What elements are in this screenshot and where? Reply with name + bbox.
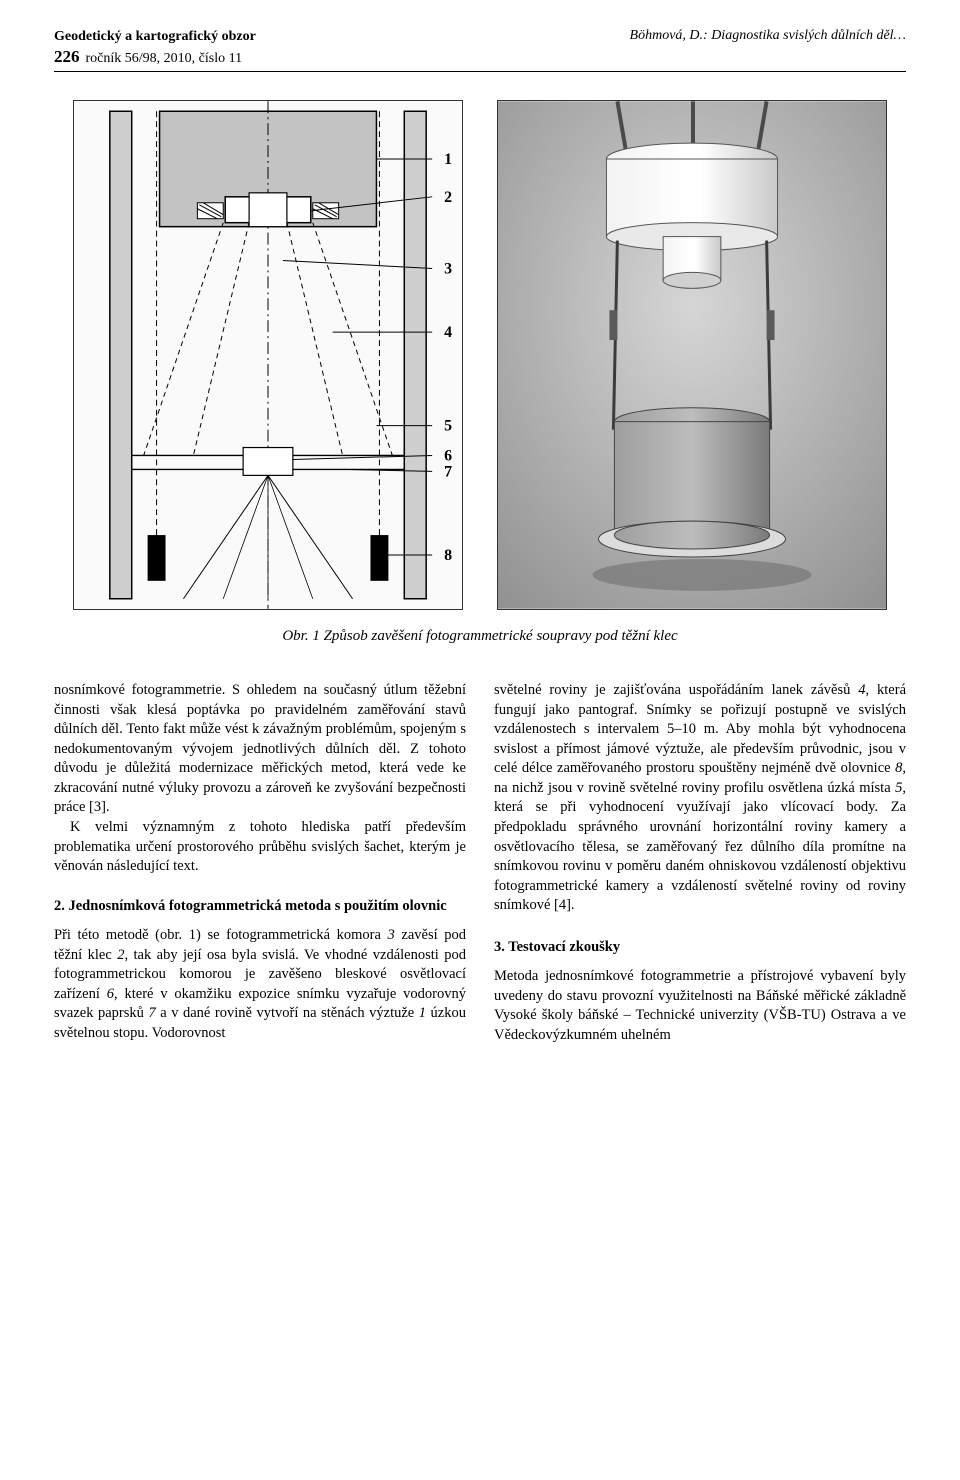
right-p1: světelné roviny je zajišťována uspořádán… xyxy=(494,681,906,916)
header-left: Geodetický a kartografický obzor 226 ročn… xyxy=(54,28,256,67)
inline-3: 3 xyxy=(388,927,395,943)
left-p1: nosnímkové fotogrammetrie. S ohledem na … xyxy=(54,681,466,818)
right-p1a: světelné roviny je zajišťována uspořádán… xyxy=(494,682,858,698)
issue-line: ročník 56/98, 2010, číslo 11 xyxy=(86,51,243,66)
inline-4: 4 xyxy=(858,682,865,698)
leader-4: 4 xyxy=(444,324,452,341)
leader-2: 2 xyxy=(444,189,452,206)
page-header: Geodetický a kartografický obzor 226 ročn… xyxy=(54,28,906,72)
leader-7: 7 xyxy=(444,463,452,480)
left-column: nosnímkové fotogrammetrie. S ohledem na … xyxy=(54,681,466,1046)
header-right: Böhmová, D.: Diagnostika svislých důlníc… xyxy=(630,28,906,44)
inline-1: 1 xyxy=(419,1005,426,1021)
section-2-heading: 2. Jednosnímková fotogrammetrická metoda… xyxy=(54,897,466,917)
diagram-svg: 1 2 3 4 5 67 8 xyxy=(74,101,462,609)
leader-1: 1 xyxy=(444,151,452,168)
figure-row: 1 2 3 4 5 67 8 xyxy=(54,100,906,610)
figure-photo xyxy=(497,100,887,610)
left-p3e: a v dané rovině vytvoří na stěnách výztu… xyxy=(156,1005,419,1021)
right-column: světelné roviny je zajišťována uspořádán… xyxy=(494,681,906,1046)
leader-5: 5 xyxy=(444,418,452,435)
page-issue-line: 226 ročník 56/98, 2010, číslo 11 xyxy=(54,46,256,68)
photo-svg xyxy=(498,101,886,609)
left-p3: Při této metodě (obr. 1) se fotogrammetr… xyxy=(54,926,466,1043)
left-p2: K velmi významným z tohoto hlediska patř… xyxy=(54,818,466,877)
leader-8: 8 xyxy=(444,547,452,564)
right-p2: Metoda jednosnímkové fotogrammetrie a př… xyxy=(494,967,906,1045)
inline-7: 7 xyxy=(148,1005,155,1021)
section-3-heading: 3. Testovací zkoušky xyxy=(494,938,906,958)
figure-caption: Obr. 1 Způsob zavěšení fotogrammetrické … xyxy=(54,628,906,645)
right-p1d: , která se při vyhodnocení využívají jak… xyxy=(494,780,906,913)
page-number: 226 xyxy=(54,47,80,66)
leader-6: 6 xyxy=(444,447,452,464)
journal-title: Geodetický a kartografický obzor xyxy=(54,28,256,46)
left-p3a: Při této metodě (obr. 1) se fotogrammetr… xyxy=(54,927,388,943)
body-columns: nosnímkové fotogrammetrie. S ohledem na … xyxy=(54,681,906,1046)
leader-3: 3 xyxy=(444,260,452,277)
inline-6: 6 xyxy=(107,986,114,1002)
figure-diagram: 1 2 3 4 5 67 8 xyxy=(73,100,463,610)
